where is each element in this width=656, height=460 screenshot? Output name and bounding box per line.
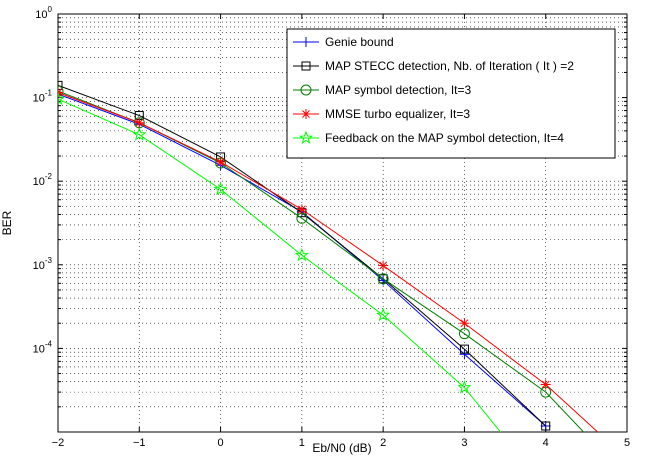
series-layer bbox=[58, 80, 599, 432]
y-tick-label: 10-2 bbox=[33, 172, 53, 188]
axis-ticks: −2 −1 0 1 2 3 4 5 100 10-1 10-2 10-3 10-4 bbox=[33, 5, 630, 449]
legend-label: MMSE turbo equalizer, It=3 bbox=[325, 107, 470, 121]
data-point bbox=[296, 204, 307, 215]
legend-item: MMSE turbo equalizer, It=3 bbox=[293, 107, 470, 121]
data-point bbox=[215, 156, 226, 167]
data-point bbox=[58, 80, 63, 90]
x-tick-label: 0 bbox=[218, 437, 224, 449]
x-tick-label: −2 bbox=[52, 437, 65, 449]
data-point bbox=[213, 181, 228, 196]
data-point bbox=[459, 318, 470, 329]
legend-item: MAP STECC detection, Nb. of Iteration ( … bbox=[293, 59, 574, 73]
data-point bbox=[58, 85, 64, 97]
data-point bbox=[132, 127, 147, 141]
legend-label: MAP STECC detection, Nb. of Iteration ( … bbox=[325, 59, 574, 73]
series-4 bbox=[58, 87, 599, 432]
data-point bbox=[540, 420, 551, 431]
x-tick-label: 5 bbox=[624, 437, 630, 449]
data-point bbox=[294, 247, 309, 262]
legend-marker bbox=[301, 37, 311, 47]
data-point bbox=[134, 117, 145, 128]
data-point bbox=[378, 274, 388, 284]
legend-marker bbox=[298, 130, 314, 145]
legend-label: Feedback on the MAP symbol detection, It… bbox=[325, 131, 564, 145]
x-tick-label: 3 bbox=[461, 437, 467, 449]
x-tick-label: 2 bbox=[380, 437, 386, 449]
data-point bbox=[378, 260, 389, 271]
legend: Genie bound MAP STECC detection, Nb. of I… bbox=[286, 28, 616, 159]
legend-marker bbox=[301, 109, 311, 119]
data-point bbox=[459, 349, 470, 360]
series-line bbox=[58, 92, 599, 432]
data-point bbox=[376, 307, 391, 322]
x-tick-label: 4 bbox=[543, 437, 549, 449]
x-tick-label: 1 bbox=[299, 437, 305, 449]
data-point bbox=[540, 379, 551, 390]
legend-item: MAP symbol detection, It=3 bbox=[293, 83, 472, 97]
y-axis-label: BER bbox=[0, 210, 14, 235]
series-5 bbox=[58, 91, 502, 432]
plot-frame bbox=[57, 13, 628, 433]
data-point bbox=[58, 87, 63, 98]
y-tick-label: 100 bbox=[35, 5, 52, 21]
data-point bbox=[459, 344, 469, 354]
legend-item: Genie bound bbox=[293, 35, 394, 49]
legend-box bbox=[286, 28, 616, 159]
data-point bbox=[458, 328, 470, 340]
legend-label: Genie bound bbox=[325, 35, 394, 49]
series-line bbox=[58, 98, 502, 432]
y-tick-label: 10-1 bbox=[33, 89, 53, 105]
legend-item: Feedback on the MAP symbol detection, It… bbox=[293, 130, 564, 145]
x-axis-label: Eb/N0 (dB) bbox=[312, 441, 371, 455]
data-point bbox=[377, 273, 389, 285]
x-tick-label: −1 bbox=[133, 437, 146, 449]
data-point bbox=[58, 91, 66, 106]
data-point bbox=[541, 421, 551, 431]
data-point bbox=[457, 380, 472, 394]
legend-marker bbox=[301, 61, 311, 71]
y-tick-label: 10-4 bbox=[33, 339, 53, 355]
legend-label: MAP symbol detection, It=3 bbox=[325, 83, 472, 97]
legend-marker bbox=[300, 84, 312, 96]
y-tick-label: 10-3 bbox=[33, 256, 53, 272]
